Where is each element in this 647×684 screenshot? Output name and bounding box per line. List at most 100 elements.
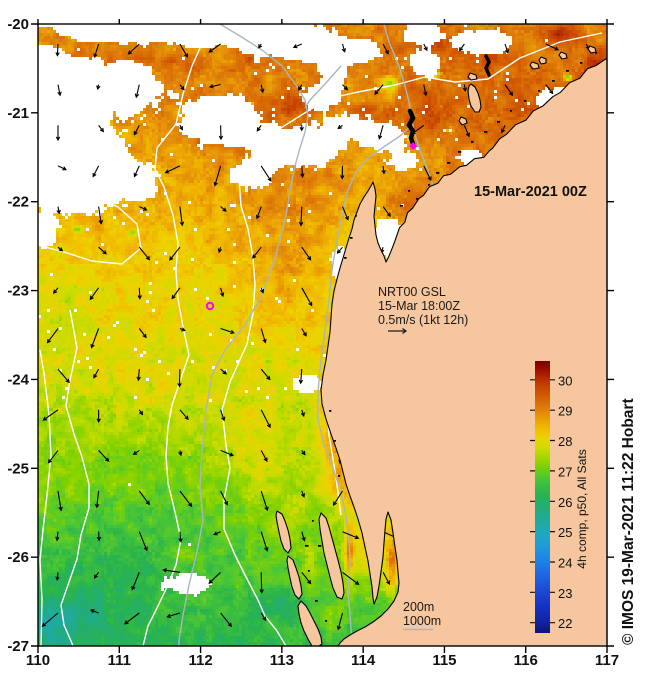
sst-field-cells bbox=[92, 549, 602, 645]
sst-field-cells bbox=[74, 597, 104, 627]
sst-field-cells bbox=[44, 627, 47, 630]
sst-field-cells bbox=[482, 63, 485, 66]
contour-label-200m: 200m bbox=[403, 600, 434, 614]
sst-field-cells bbox=[47, 621, 65, 633]
platform-marker-diamond bbox=[409, 142, 417, 150]
contour-200m-line bbox=[37, 193, 142, 265]
velocity-legend-line2: 15-Mar 18:00Z bbox=[378, 299, 460, 313]
sst-field-cells bbox=[38, 207, 607, 483]
sst-field-cells bbox=[44, 219, 607, 564]
island bbox=[458, 116, 468, 126]
x-axis-tick-label: 110 bbox=[26, 652, 50, 669]
sst-field-cells bbox=[38, 213, 607, 561]
y-axis-tick-label: -27 bbox=[7, 638, 29, 655]
sst-field-cells bbox=[38, 627, 77, 645]
platform-track-trail-2 bbox=[484, 54, 491, 77]
colorbar: 22 23 24 25 26 27 28 29 30 4h comp, p50, All Sats bbox=[530, 361, 589, 633]
velocity-legend-line1: NRT00 GSL bbox=[378, 285, 446, 299]
colorbar-tick-label: 22 bbox=[558, 616, 572, 631]
sst-field-cells bbox=[569, 33, 593, 57]
island bbox=[467, 83, 482, 113]
velocity-scale-arrow bbox=[388, 328, 408, 334]
sst-field-cells bbox=[107, 24, 607, 210]
y-axis-tick-label: -21 bbox=[7, 105, 29, 122]
colorbar-tick-label: 30 bbox=[558, 373, 572, 388]
sst-field-cells bbox=[50, 609, 77, 633]
x-axis-tick-label: 116 bbox=[514, 652, 538, 669]
y-axis-tick-label: -24 bbox=[7, 371, 29, 388]
contour-label-1000m: 1000m bbox=[403, 614, 441, 628]
island bbox=[529, 61, 540, 70]
island bbox=[558, 51, 568, 60]
island bbox=[286, 555, 303, 600]
sst-field-cells bbox=[38, 441, 599, 621]
x-axis-tick-label: 115 bbox=[432, 652, 456, 669]
sst-field-cells bbox=[170, 27, 605, 210]
island bbox=[587, 45, 597, 54]
island bbox=[538, 56, 547, 65]
y-axis-tick-label: -20 bbox=[7, 16, 29, 33]
sst-field-cells bbox=[71, 603, 113, 646]
buoy-marker-circle bbox=[205, 301, 215, 311]
island bbox=[318, 512, 345, 600]
sst-field-cells bbox=[41, 612, 62, 624]
sst-field-cells bbox=[44, 396, 605, 588]
sst-field-cells bbox=[47, 627, 50, 630]
sst-field-cells bbox=[53, 27, 607, 552]
colorbar-tick-label: 27 bbox=[558, 464, 572, 479]
sst-field-cells bbox=[245, 39, 587, 168]
colorbar-tick-label: 24 bbox=[558, 555, 572, 570]
y-axis-tick-label: -25 bbox=[7, 460, 29, 477]
sst-field-cells bbox=[47, 624, 50, 627]
sst-field-cells bbox=[77, 603, 95, 624]
sst-field-cells bbox=[56, 615, 71, 621]
sst-field-cells bbox=[41, 573, 551, 646]
plot-frame bbox=[37, 23, 608, 647]
sst-field-cells bbox=[56, 612, 77, 633]
island bbox=[275, 510, 292, 554]
markers bbox=[205, 52, 598, 622]
sst-field-cells bbox=[113, 24, 596, 198]
colorbar-tick-label: 25 bbox=[558, 525, 572, 540]
sst-field-cells bbox=[125, 27, 599, 210]
attribution-text: © IMOS 19-Mar-2021 11:22 Hobart bbox=[620, 398, 637, 645]
x-axis-tick-label: 114 bbox=[351, 652, 376, 669]
sst-field-cells bbox=[590, 63, 593, 66]
sst-field-cells bbox=[89, 27, 607, 213]
axes-frame: 110 111 112 113 114 115 116 117 -20 -21 -22 -23 -24 -… bbox=[7, 16, 619, 669]
sst-field-cells bbox=[53, 633, 65, 645]
colorbar-gradient bbox=[535, 361, 550, 633]
sst-field-cells bbox=[50, 633, 53, 636]
sst-field-cells bbox=[53, 606, 98, 639]
sst-field-cells bbox=[44, 597, 101, 646]
sst-field-cells bbox=[44, 579, 176, 646]
sst-field-cells bbox=[44, 615, 59, 639]
sst-field-cells bbox=[56, 615, 89, 645]
contour-200m-line bbox=[142, 23, 209, 647]
sst-field-cells bbox=[38, 489, 605, 646]
sst-field-cells bbox=[560, 27, 563, 30]
contour-200m-line bbox=[39, 349, 52, 647]
sst-field-cells bbox=[38, 531, 602, 646]
axis-ticks bbox=[31, 19, 614, 653]
sst-field-cells bbox=[428, 114, 431, 117]
sst-field-cells bbox=[38, 582, 266, 646]
colorbar-title: 4h comp, p50, All Sats bbox=[575, 449, 589, 568]
sst-field-cells bbox=[38, 528, 607, 646]
platform-track-trail bbox=[406, 108, 416, 147]
y-axis-tick-label: -23 bbox=[7, 283, 29, 300]
sst-field-cells bbox=[65, 612, 68, 615]
sst-field-cells bbox=[53, 24, 599, 270]
colorbar-tick-label: 23 bbox=[558, 586, 572, 601]
y-axis-tick-label: -22 bbox=[7, 194, 29, 211]
annotations: 15-Mar-2021 00Z NRT00 GSL 15-Mar 18:00Z … bbox=[378, 184, 587, 631]
sst-field-cells bbox=[554, 33, 557, 36]
x-axis-tick-label: 117 bbox=[595, 652, 619, 669]
contour-1000m-line bbox=[304, 65, 342, 109]
sst-field-cells bbox=[62, 504, 607, 642]
sst-field-cells bbox=[44, 300, 599, 513]
colorbar-tick-label: 28 bbox=[558, 434, 572, 449]
sst-field-cells bbox=[38, 24, 607, 606]
